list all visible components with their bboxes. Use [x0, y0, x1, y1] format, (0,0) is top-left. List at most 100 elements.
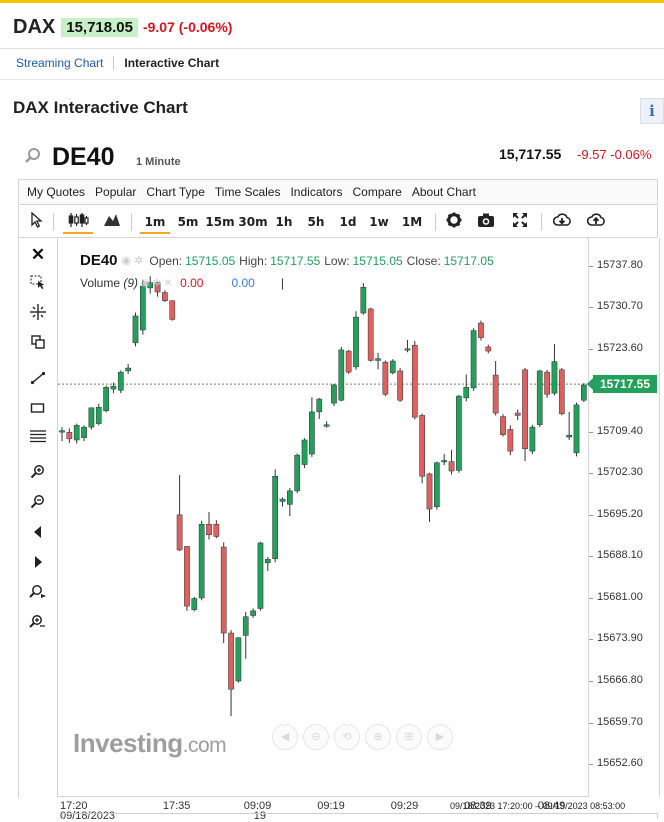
timeframe-30m[interactable]: 30m	[238, 215, 268, 229]
candlestick-chart	[58, 276, 588, 717]
candle-up	[463, 387, 470, 399]
candle-down	[213, 523, 220, 537]
chart-change-value: -9.57	[577, 147, 607, 162]
candle-up	[147, 282, 154, 289]
zoom-in-plus-icon[interactable]	[25, 584, 51, 606]
candle-down	[411, 344, 418, 418]
price-tick-mark	[589, 514, 593, 516]
candle-down	[382, 361, 389, 395]
candles-icon[interactable]	[63, 212, 93, 234]
menu-indicators[interactable]: Indicators	[290, 185, 343, 199]
price-axis[interactable]: 15737.80 15730.70 15723.60 15709.40 15702.30…	[587, 238, 660, 797]
cursor-icon[interactable]	[27, 211, 45, 234]
area-chart-icon[interactable]	[101, 212, 123, 234]
tab-interactive-chart[interactable]: Interactive Chart	[124, 56, 220, 70]
candle-down	[485, 346, 492, 352]
candle-down	[66, 432, 73, 440]
timeframe-1h[interactable]: 1h	[275, 215, 293, 229]
tab-streaming-chart[interactable]: Streaming Chart	[16, 56, 104, 70]
candle-up	[191, 598, 198, 610]
rectangle-icon[interactable]	[25, 400, 51, 422]
range-selector-bar[interactable]	[62, 813, 658, 819]
timeframe-5h[interactable]: 5h	[307, 215, 325, 229]
nav-zoom-in-icon[interactable]: ⊕	[365, 724, 391, 750]
info-icon[interactable]: i	[640, 98, 664, 124]
legend-visibility-icon[interactable]: ◉ ✲	[121, 255, 144, 267]
legend-open-label: Open:	[149, 253, 183, 268]
candle-down	[419, 415, 425, 477]
select-zoom-icon[interactable]	[25, 274, 51, 296]
candle-down	[220, 546, 227, 634]
menu-about-chart[interactable]: About Chart	[411, 185, 476, 199]
candle-up	[338, 349, 345, 401]
gear-icon[interactable]	[443, 212, 465, 234]
nav-zoom-out-icon[interactable]: ⊖	[303, 724, 329, 750]
line-draw-icon[interactable]	[25, 370, 51, 392]
price-tick-label: 15730.70	[597, 300, 643, 313]
toolbar-separator	[435, 213, 436, 231]
chart-toolbar: 1m 5m 15m 30m 1h 5h 1d 1w 1M	[18, 206, 658, 238]
timeframe-15m[interactable]: 15m	[205, 215, 235, 229]
nav-scroll-right-icon[interactable]: ▶	[427, 724, 453, 750]
candle-up	[132, 315, 139, 344]
menu-popular[interactable]: Popular	[95, 185, 137, 199]
candle-down	[544, 371, 550, 395]
time-tick-label: 09:29	[390, 800, 419, 812]
price-tick-label: 15681.00	[597, 590, 643, 603]
candle-up	[323, 424, 330, 427]
timeframe-1m[interactable]: 1m	[140, 212, 170, 234]
chart-tabs: Streaming Chart Interactive Chart	[16, 56, 219, 70]
upload-icon[interactable]	[585, 212, 607, 234]
nav-fit-icon[interactable]: ⊞	[396, 724, 422, 750]
fibonacci-icon[interactable]	[25, 428, 51, 450]
chart-change-percent: -0.06%	[610, 147, 652, 162]
scroll-left-icon[interactable]	[25, 524, 51, 546]
menu-chart-type[interactable]: Chart Type	[146, 185, 205, 199]
legend-symbol: DE40	[80, 252, 118, 269]
crosshair-icon[interactable]	[25, 304, 51, 326]
candle-up	[309, 411, 315, 455]
timeframe-1w[interactable]: 1w	[369, 215, 389, 229]
price-tick-mark	[589, 597, 593, 599]
logo-suffix: .com	[182, 734, 227, 757]
chart-menu-bar: My Quotes Popular Chart Type Time Scales…	[18, 179, 658, 205]
nav-reset-icon[interactable]: ⟲	[334, 724, 360, 750]
volume-visibility-icon[interactable]: ◉ ✲ ✕	[141, 277, 173, 289]
price-tick-label: 15702.30	[597, 466, 643, 479]
candle-down	[184, 546, 190, 607]
nav-scroll-left-icon[interactable]: ◀	[272, 724, 298, 750]
candle-down	[426, 473, 433, 510]
candle-down	[478, 322, 484, 338]
logo-brand: Investing	[73, 728, 183, 758]
close-icon[interactable]: ✕	[30, 245, 46, 264]
candle-up	[103, 387, 109, 411]
price-tick-label: 15688.10	[597, 549, 643, 562]
candle-up	[279, 498, 286, 502]
candle-down	[169, 300, 176, 320]
download-icon[interactable]	[551, 212, 573, 234]
search-icon[interactable]	[24, 147, 42, 170]
camera-icon[interactable]	[475, 212, 497, 234]
candle-up	[470, 330, 477, 389]
timeframe-5m[interactable]: 5m	[177, 215, 199, 229]
price-tick-mark	[589, 556, 593, 558]
zoom-in-icon[interactable]	[25, 464, 51, 486]
ohlc-legend: DE40 ◉ ✲ Open: 15715.05 High: 15717.55 L…	[80, 252, 494, 269]
price-tick-mark	[589, 307, 593, 309]
investing-logo: Investing.com	[73, 728, 227, 759]
zoom-out-icon[interactable]	[25, 494, 51, 516]
timeframe-1d[interactable]: 1d	[339, 215, 357, 229]
menu-compare[interactable]: Compare	[352, 185, 402, 199]
zoom-reset-icon[interactable]	[25, 614, 51, 636]
price-tick-mark	[589, 764, 593, 766]
scroll-right-icon[interactable]	[25, 554, 51, 576]
top-accent-line	[0, 0, 664, 3]
fullscreen-icon[interactable]	[509, 212, 531, 234]
menu-time-scales[interactable]: Time Scales	[214, 185, 281, 199]
timeframe-1M[interactable]: 1M	[401, 215, 423, 229]
legend-high-value: 15717.55	[270, 253, 321, 268]
menu-my-quotes[interactable]: My Quotes	[27, 185, 86, 199]
time-tick-label: 09:19	[317, 800, 345, 812]
copy-icon[interactable]	[25, 334, 51, 356]
chart-plot-area[interactable]: DE40 ◉ ✲ Open: 15715.05 High: 15717.55 L…	[58, 238, 588, 797]
